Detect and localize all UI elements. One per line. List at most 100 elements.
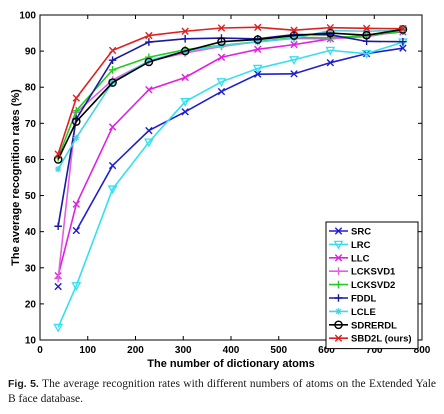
legend-label-lcksvd2: LCKSVD2 (351, 280, 395, 291)
data-point-llc (145, 86, 153, 94)
data-point-fddl (399, 37, 407, 46)
data-point-src (145, 126, 153, 135)
data-point-sbd2l-ours (399, 25, 407, 33)
data-point-lrc (325, 46, 336, 56)
data-point-lcksvd1 (54, 274, 62, 283)
y-tick-label: 50 (25, 191, 37, 202)
y-tick-label: 40 (25, 227, 37, 238)
x-axis-label: The number of dictionary atoms (147, 358, 314, 370)
data-point-sdrerdl (326, 28, 335, 38)
legend-label-fddl: FDDL (351, 294, 377, 305)
data-point-sbd2l-ours (54, 150, 62, 158)
data-point-lrc (180, 98, 191, 107)
data-point-sdrerdl (53, 155, 63, 164)
y-tick-label: 20 (25, 299, 37, 310)
plot-layer (53, 23, 408, 333)
x-tick-label: 300 (175, 345, 192, 356)
data-point-lrc (289, 56, 299, 65)
data-point-lcle (327, 27, 334, 34)
data-point-llc (290, 40, 298, 49)
chart-legend: SRC LRC LLC LCKSVD1 LCKSVD2 FDDL LCLE SDRERDL SB… (325, 221, 419, 350)
data-point-sbd2l-ours (217, 24, 226, 32)
series-lcle (54, 26, 407, 173)
data-point-fddl (181, 35, 189, 43)
legend-marker-lrc (333, 240, 344, 250)
data-point-llc (108, 123, 117, 131)
legend-marker-lcle (335, 308, 342, 315)
legend-entry-llc: LLC (329, 253, 370, 264)
legend-label-sdrerdl: SDRERDL (351, 320, 397, 331)
data-point-llc (254, 45, 262, 54)
series-sbd2l-ours (54, 23, 407, 158)
line-chart: 0 100 200 300 400 500 600 700 800 10 20 30 40 50 60 70 8… (10, 11, 431, 371)
legend-entry-lcksvd1: LCKSVD1 (329, 267, 396, 278)
data-point-fddl (54, 222, 62, 231)
data-point-llc (72, 200, 80, 208)
data-point-lcle (54, 165, 62, 173)
x-tick-label: 600 (318, 345, 335, 356)
series-line-lrc (57, 41, 404, 328)
legend-entry-sbd2l-ours: SBD2L (ours) (329, 334, 412, 345)
legend-marker-src (334, 227, 343, 235)
y-axis-label: The average recognition rates (%) (10, 89, 22, 266)
legend-entry-sdrerdl: SDRERDL (329, 320, 397, 331)
data-point-sdrerdl (180, 46, 190, 56)
figure-caption: Fig. 5. The average recognition rates wi… (8, 377, 436, 407)
data-point-sdrerdl (108, 78, 117, 87)
data-point-lrc (107, 185, 118, 195)
data-point-sbd2l-ours (72, 94, 80, 102)
y-tick-label: 10 (25, 336, 37, 347)
x-tick-label: 0 (37, 345, 43, 356)
legend-marker-sbd2l-ours (334, 334, 343, 342)
series-lcksvd2 (54, 27, 407, 162)
data-point-src (72, 226, 80, 235)
x-tick-label: 400 (223, 345, 240, 356)
y-tick-label: 60 (25, 155, 37, 166)
data-point-sdrerdl (362, 30, 371, 40)
data-point-sbd2l-ours (326, 23, 335, 32)
data-point-src (54, 282, 62, 291)
legend-entry-lcksvd2: LCKSVD2 (329, 280, 395, 291)
legend-label-llc: LLC (351, 253, 370, 264)
data-point-src (290, 70, 298, 78)
series-src (72, 44, 407, 235)
data-point-src (254, 70, 262, 78)
legend-entry-fddl: FDDL (329, 294, 377, 305)
data-point-sbd2l-ours (362, 24, 371, 33)
y-tick-label: 80 (25, 83, 37, 94)
data-point-sdrerdl (289, 31, 299, 40)
legend-marker-fddl (334, 294, 343, 302)
data-point-sdrerdl (144, 57, 154, 67)
data-point-sdrerdl (253, 35, 263, 44)
legend-marker-llc (334, 254, 343, 262)
data-point-sbd2l-ours (108, 46, 117, 55)
data-point-src (399, 44, 407, 52)
data-point-src (217, 87, 226, 96)
x-tick-label: 500 (270, 345, 287, 356)
legend-marker-lcksvd2 (334, 280, 343, 289)
data-point-sbd2l-ours (254, 23, 262, 31)
figure-caption-text: The average recognition rates with diffe… (8, 378, 437, 405)
x-tick-label: 700 (366, 345, 383, 356)
legend-entry-lcle: LCLE (329, 307, 376, 318)
data-point-src (108, 161, 117, 170)
data-point-sbd2l-ours (145, 31, 153, 40)
series-sdrerdl (53, 25, 408, 164)
x-tick-label: 200 (127, 345, 144, 356)
data-point-lrc (53, 323, 64, 333)
legend-label-lcksvd1: LCKSVD1 (351, 267, 396, 278)
data-point-lrc (361, 49, 372, 59)
data-point-lcle (254, 38, 261, 46)
legend-marker-lcksvd1 (334, 267, 343, 275)
data-point-sbd2l-ours (290, 26, 298, 34)
data-point-llc (217, 53, 226, 61)
y-tick-label: 30 (25, 263, 37, 274)
series-line-sbd2l-ours (57, 26, 403, 155)
data-point-lrc (252, 64, 263, 74)
series-fddl (54, 30, 407, 231)
y-tick-label: 100 (19, 11, 36, 22)
data-point-sdrerdl (71, 117, 81, 126)
data-point-lrc (216, 78, 227, 87)
data-point-fddl (108, 56, 117, 64)
data-point-lcksvd2 (72, 106, 81, 115)
